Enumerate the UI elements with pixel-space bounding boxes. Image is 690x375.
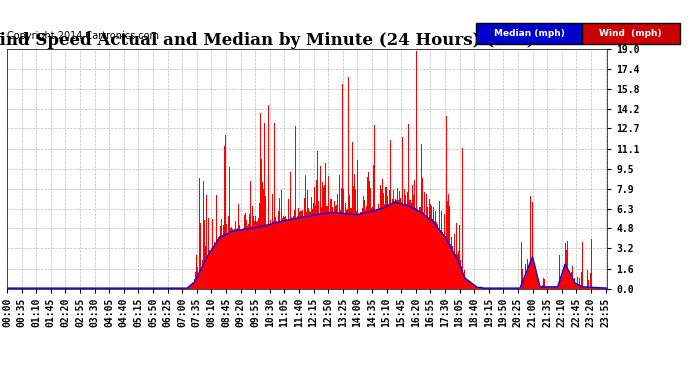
Text: Median (mph): Median (mph) xyxy=(493,29,564,38)
FancyBboxPatch shape xyxy=(582,22,680,44)
Text: Copyright 2014 Cartronics.com: Copyright 2014 Cartronics.com xyxy=(7,32,159,41)
Text: Wind  (mph): Wind (mph) xyxy=(600,29,662,38)
Title: Wind Speed Actual and Median by Minute (24 Hours) (Old) 20140411: Wind Speed Actual and Median by Minute (… xyxy=(0,32,633,49)
FancyBboxPatch shape xyxy=(476,22,582,44)
